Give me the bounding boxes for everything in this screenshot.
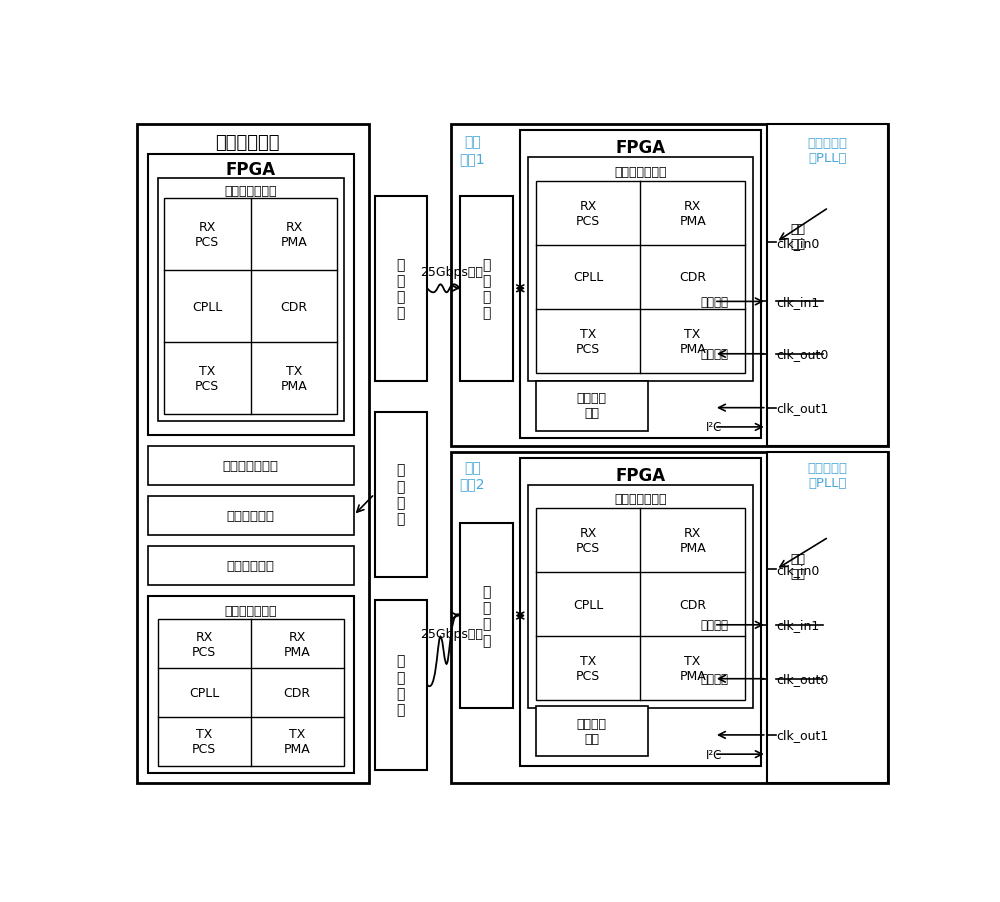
Text: RX
PCS: RX PCS [576,199,600,227]
Text: CPLL: CPLL [189,686,219,699]
Text: RX
PCS: RX PCS [192,630,216,658]
Text: TX
PMA: TX PMA [679,655,706,683]
Text: 相位调整
单元: 相位调整 单元 [577,391,607,420]
Text: 光
纤
接
口: 光 纤 接 口 [397,654,405,716]
Text: 恒
温
晶
振: 恒 温 晶 振 [397,463,405,526]
Text: 触发信号生成: 触发信号生成 [227,510,275,522]
Text: 参考时钟: 参考时钟 [700,673,728,686]
Text: clk_in0: clk_in0 [776,236,819,249]
Text: RX
PMA: RX PMA [281,221,307,249]
Text: 时间差检测单元: 时间差检测单元 [223,459,279,473]
Bar [767,538,829,595]
Text: FPGA: FPGA [225,161,276,179]
Text: 高速串行收发器: 高速串行收发器 [224,604,277,617]
Bar [164,199,337,414]
Text: clk_out1: clk_out1 [776,729,828,741]
Text: 光
纤
接
口: 光 纤 接 口 [482,258,490,320]
Text: CPLL: CPLL [573,271,603,284]
Text: 模拟锁相环
（PLL）: 模拟锁相环 （PLL） [807,136,847,164]
Bar [450,453,888,784]
Bar [460,523,512,708]
Bar [536,181,745,373]
Text: RX
PMA: RX PMA [679,526,706,554]
Text: 相位调整
单元: 相位调整 单元 [577,717,607,745]
Bar [536,508,745,701]
Text: RX
PCS: RX PCS [195,221,219,249]
Bar [520,458,761,766]
Text: 外部
晶振: 外部 晶振 [790,552,805,580]
Text: 时钟发送装置: 时钟发送装置 [215,133,280,152]
Bar [528,485,753,708]
Bar [450,125,888,446]
Bar [767,208,829,266]
Text: CDR: CDR [283,686,311,699]
Bar [528,158,753,382]
Bar [520,132,761,439]
Text: TX
PMA: TX PMA [284,728,310,756]
Text: 参考时钟: 参考时钟 [700,348,728,361]
Bar [375,412,427,577]
Text: 模拟锁相环
（PLL）: 模拟锁相环 （PLL） [807,462,847,490]
Bar [536,706,648,757]
Bar [767,125,888,446]
Bar [158,620,344,766]
Text: 25Gbps光纤: 25Gbps光纤 [420,627,483,640]
Text: 高速串行收发器: 高速串行收发器 [614,492,667,505]
Text: RX
PCS: RX PCS [576,526,600,554]
Text: 测试
设备1: 测试 设备1 [459,135,485,166]
Text: clk_out0: clk_out0 [776,348,828,361]
Bar [148,497,354,535]
Text: clk_in1: clk_in1 [776,296,819,308]
Text: CDR: CDR [679,271,706,284]
Bar [148,154,354,435]
Text: TX
PMA: TX PMA [281,364,307,392]
Text: TX
PCS: TX PCS [192,728,216,756]
Bar [148,547,354,585]
Bar [375,197,427,382]
Text: TX
PMA: TX PMA [679,327,706,355]
Text: clk_out0: clk_out0 [776,673,828,686]
Text: 25Gbps光纤: 25Gbps光纤 [420,265,483,279]
Text: 光
纤
接
口: 光 纤 接 口 [482,584,490,647]
Text: 恢复时钟: 恢复时钟 [700,619,728,631]
Bar [767,453,888,784]
Bar [460,197,512,382]
Bar [137,125,369,784]
Bar [158,179,344,421]
Text: TX
PCS: TX PCS [195,364,219,392]
Text: CPLL: CPLL [573,598,603,611]
Text: CPLL: CPLL [192,300,222,313]
Text: FPGA: FPGA [615,139,665,157]
Text: I²C: I²C [706,748,722,760]
Text: 测试
设备2: 测试 设备2 [459,461,485,491]
Bar [148,446,354,485]
Text: 高速串行收发器: 高速串行收发器 [224,185,277,198]
Text: clk_in1: clk_in1 [776,619,819,631]
Bar [375,601,427,769]
Text: 恢复时钟: 恢复时钟 [700,296,728,308]
Text: RX
PMA: RX PMA [284,630,310,658]
Text: 时间调整单元: 时间调整单元 [227,559,275,573]
Text: CDR: CDR [280,300,308,313]
Text: TX
PCS: TX PCS [576,655,600,683]
Text: FPGA: FPGA [615,466,665,484]
Bar [148,596,354,774]
Text: I²C: I²C [706,421,722,434]
Text: 高速串行收发器: 高速串行收发器 [614,166,667,179]
Text: TX
PCS: TX PCS [576,327,600,355]
Bar [536,382,648,431]
Text: 光
纤
接
口: 光 纤 接 口 [397,258,405,320]
Text: clk_out1: clk_out1 [776,401,828,415]
Text: 外部
晶振: 外部 晶振 [790,223,805,251]
Text: CDR: CDR [679,598,706,611]
Text: clk_in0: clk_in0 [776,563,819,576]
Text: RX
PMA: RX PMA [679,199,706,227]
